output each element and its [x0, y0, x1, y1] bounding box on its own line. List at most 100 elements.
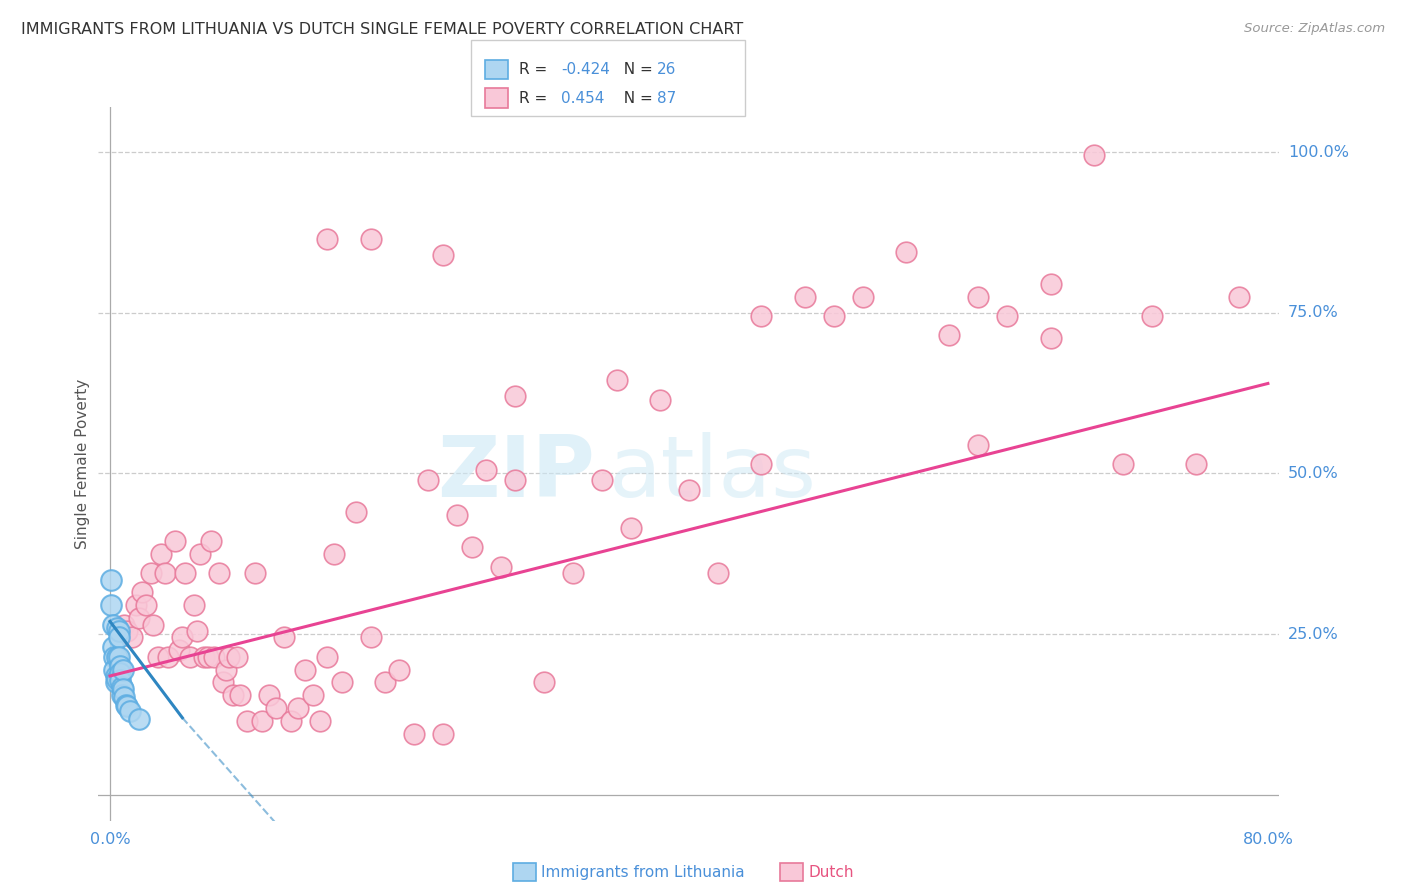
- Point: [1227, 290, 1250, 304]
- Point: [432, 727, 454, 741]
- Text: Source: ZipAtlas.com: Source: ZipAtlas.com: [1244, 22, 1385, 36]
- Point: [188, 547, 211, 561]
- Point: [117, 699, 139, 714]
- Point: [489, 559, 512, 574]
- Point: [103, 649, 125, 664]
- Point: [562, 566, 585, 581]
- Point: [128, 611, 150, 625]
- Point: [344, 505, 367, 519]
- Text: Immigrants from Lithuania: Immigrants from Lithuania: [541, 865, 745, 880]
- Point: [139, 566, 162, 581]
- Point: [280, 714, 302, 728]
- Point: [236, 714, 259, 728]
- Point: [1140, 309, 1163, 323]
- Point: [402, 727, 425, 741]
- Point: [108, 673, 131, 688]
- Point: [432, 248, 454, 262]
- Point: [172, 631, 194, 645]
- Point: [110, 680, 132, 694]
- Text: 0.0%: 0.0%: [90, 831, 131, 847]
- Point: [153, 566, 176, 581]
- Point: [121, 631, 143, 645]
- Point: [114, 617, 136, 632]
- Text: -0.424: -0.424: [561, 62, 610, 77]
- Text: R =: R =: [519, 91, 553, 105]
- Point: [894, 244, 917, 259]
- Point: [100, 573, 122, 587]
- Point: [678, 483, 700, 497]
- Point: [533, 675, 555, 690]
- Point: [207, 566, 229, 581]
- Point: [101, 617, 124, 632]
- Text: Dutch: Dutch: [808, 865, 853, 880]
- Point: [179, 649, 201, 664]
- Text: 25.0%: 25.0%: [1288, 627, 1339, 641]
- Point: [104, 669, 127, 683]
- Point: [374, 675, 396, 690]
- Point: [967, 290, 990, 304]
- Text: N =: N =: [614, 62, 658, 77]
- Point: [273, 631, 295, 645]
- Point: [1083, 148, 1105, 162]
- Point: [222, 688, 245, 702]
- Point: [243, 566, 266, 581]
- Point: [503, 389, 526, 403]
- Point: [323, 547, 346, 561]
- Point: [107, 649, 129, 664]
- Text: 80.0%: 80.0%: [1243, 831, 1294, 847]
- Text: 87: 87: [657, 91, 676, 105]
- Point: [229, 688, 252, 702]
- Point: [131, 585, 153, 599]
- Point: [142, 617, 165, 632]
- Point: [475, 463, 498, 477]
- Point: [193, 649, 215, 664]
- Point: [218, 649, 240, 664]
- Text: 100.0%: 100.0%: [1288, 145, 1348, 160]
- Point: [149, 547, 172, 561]
- Point: [186, 624, 208, 638]
- Text: IMMIGRANTS FROM LITHUANIA VS DUTCH SINGLE FEMALE POVERTY CORRELATION CHART: IMMIGRANTS FROM LITHUANIA VS DUTCH SINGL…: [21, 22, 744, 37]
- Point: [112, 681, 135, 696]
- Point: [212, 675, 235, 690]
- Point: [967, 437, 990, 451]
- Text: 26: 26: [657, 62, 676, 77]
- Point: [620, 521, 643, 535]
- Point: [749, 309, 772, 323]
- Point: [360, 232, 382, 246]
- Text: R =: R =: [519, 62, 553, 77]
- Point: [648, 392, 671, 407]
- Point: [105, 649, 128, 664]
- Point: [503, 473, 526, 487]
- Point: [174, 566, 197, 581]
- Point: [117, 624, 139, 638]
- Point: [446, 508, 468, 523]
- Point: [107, 631, 129, 645]
- Point: [115, 698, 138, 712]
- Point: [110, 688, 132, 702]
- Text: 50.0%: 50.0%: [1288, 466, 1339, 481]
- Point: [105, 672, 128, 686]
- Point: [135, 599, 157, 613]
- Point: [183, 599, 205, 613]
- Point: [266, 701, 288, 715]
- Point: [1039, 331, 1062, 345]
- Point: [294, 663, 316, 677]
- Point: [852, 290, 875, 304]
- Text: atlas: atlas: [609, 432, 817, 515]
- Point: [1112, 457, 1135, 471]
- Point: [156, 649, 179, 664]
- Point: [107, 624, 129, 638]
- Point: [226, 649, 249, 664]
- Point: [257, 688, 280, 702]
- Point: [388, 663, 411, 677]
- Point: [461, 541, 484, 555]
- Point: [197, 649, 219, 664]
- Point: [301, 688, 323, 702]
- Point: [103, 663, 125, 677]
- Point: [606, 373, 628, 387]
- Point: [749, 457, 772, 471]
- Point: [360, 631, 382, 645]
- Point: [316, 649, 339, 664]
- Point: [1184, 457, 1206, 471]
- Point: [330, 675, 353, 690]
